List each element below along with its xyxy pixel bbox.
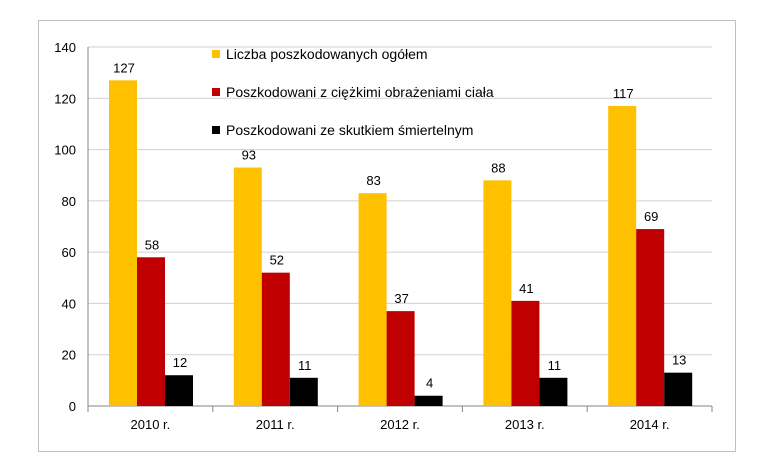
data-label: 69	[644, 209, 658, 224]
x-tick-label: 2012 r.	[380, 417, 420, 432]
bar	[261, 272, 290, 406]
bar	[608, 105, 637, 406]
y-tick-label: 60	[62, 245, 76, 260]
legend-label: Liczba poszkodowanych ogółem	[226, 46, 428, 62]
data-label: 13	[672, 353, 686, 368]
legend-swatch	[212, 126, 220, 134]
data-label: 117	[613, 86, 634, 101]
data-label: 58	[145, 237, 159, 252]
data-label: 83	[366, 173, 380, 188]
data-labels: 127 58 12 93 52 11 83 37 4 88 41 11 117 69 13	[113, 60, 686, 390]
data-label: 127	[113, 60, 135, 75]
data-label: 12	[173, 355, 187, 370]
y-tick-label: 80	[62, 194, 76, 209]
bar	[233, 167, 262, 406]
bar	[539, 377, 568, 406]
data-label: 11	[298, 358, 312, 373]
data-label: 41	[519, 281, 533, 296]
y-tick-label: 20	[62, 348, 76, 363]
data-label: 88	[491, 160, 505, 175]
y-tick-label: 120	[54, 91, 76, 106]
bar	[483, 180, 512, 406]
legend-swatch	[212, 50, 220, 58]
bars	[109, 80, 693, 406]
y-tick-label: 40	[62, 296, 76, 311]
bar	[165, 375, 193, 406]
x-tick-label: 2011 r.	[256, 417, 295, 432]
legend-label: Poszkodowani ze skutkiem śmiertelnym	[226, 122, 473, 138]
data-label: 4	[426, 376, 433, 391]
bar	[664, 372, 693, 406]
y-tick-label: 100	[54, 143, 76, 158]
x-tick-label: 2014 r.	[630, 417, 670, 432]
bar	[358, 193, 387, 406]
y-tick-label: 140	[54, 40, 76, 55]
bar	[511, 300, 540, 406]
bar	[636, 229, 665, 406]
legend-label: Poszkodowani z ciężkimi obrażeniami ciał…	[226, 84, 494, 100]
bar	[109, 80, 137, 406]
x-tick-label: 2010 r.	[131, 417, 171, 432]
data-label: 52	[270, 253, 284, 268]
bar	[289, 377, 318, 406]
x-axis: 2010 r. 2011 r. 2012 r. 2013 r. 2014 r.	[87, 406, 713, 432]
bar	[137, 257, 165, 406]
data-label: 37	[394, 291, 408, 306]
bar	[386, 311, 415, 406]
bar	[414, 395, 443, 406]
data-label: 11	[548, 358, 562, 373]
y-tick-label: 0	[69, 399, 76, 414]
y-axis: 0 20 40 60 80 100 120 140	[54, 40, 89, 414]
legend: Liczba poszkodowanych ogółem Poszkodowani…	[212, 46, 494, 138]
legend-swatch	[212, 88, 220, 96]
x-tick-label: 2013 r.	[505, 417, 545, 432]
data-label: 93	[242, 148, 256, 163]
